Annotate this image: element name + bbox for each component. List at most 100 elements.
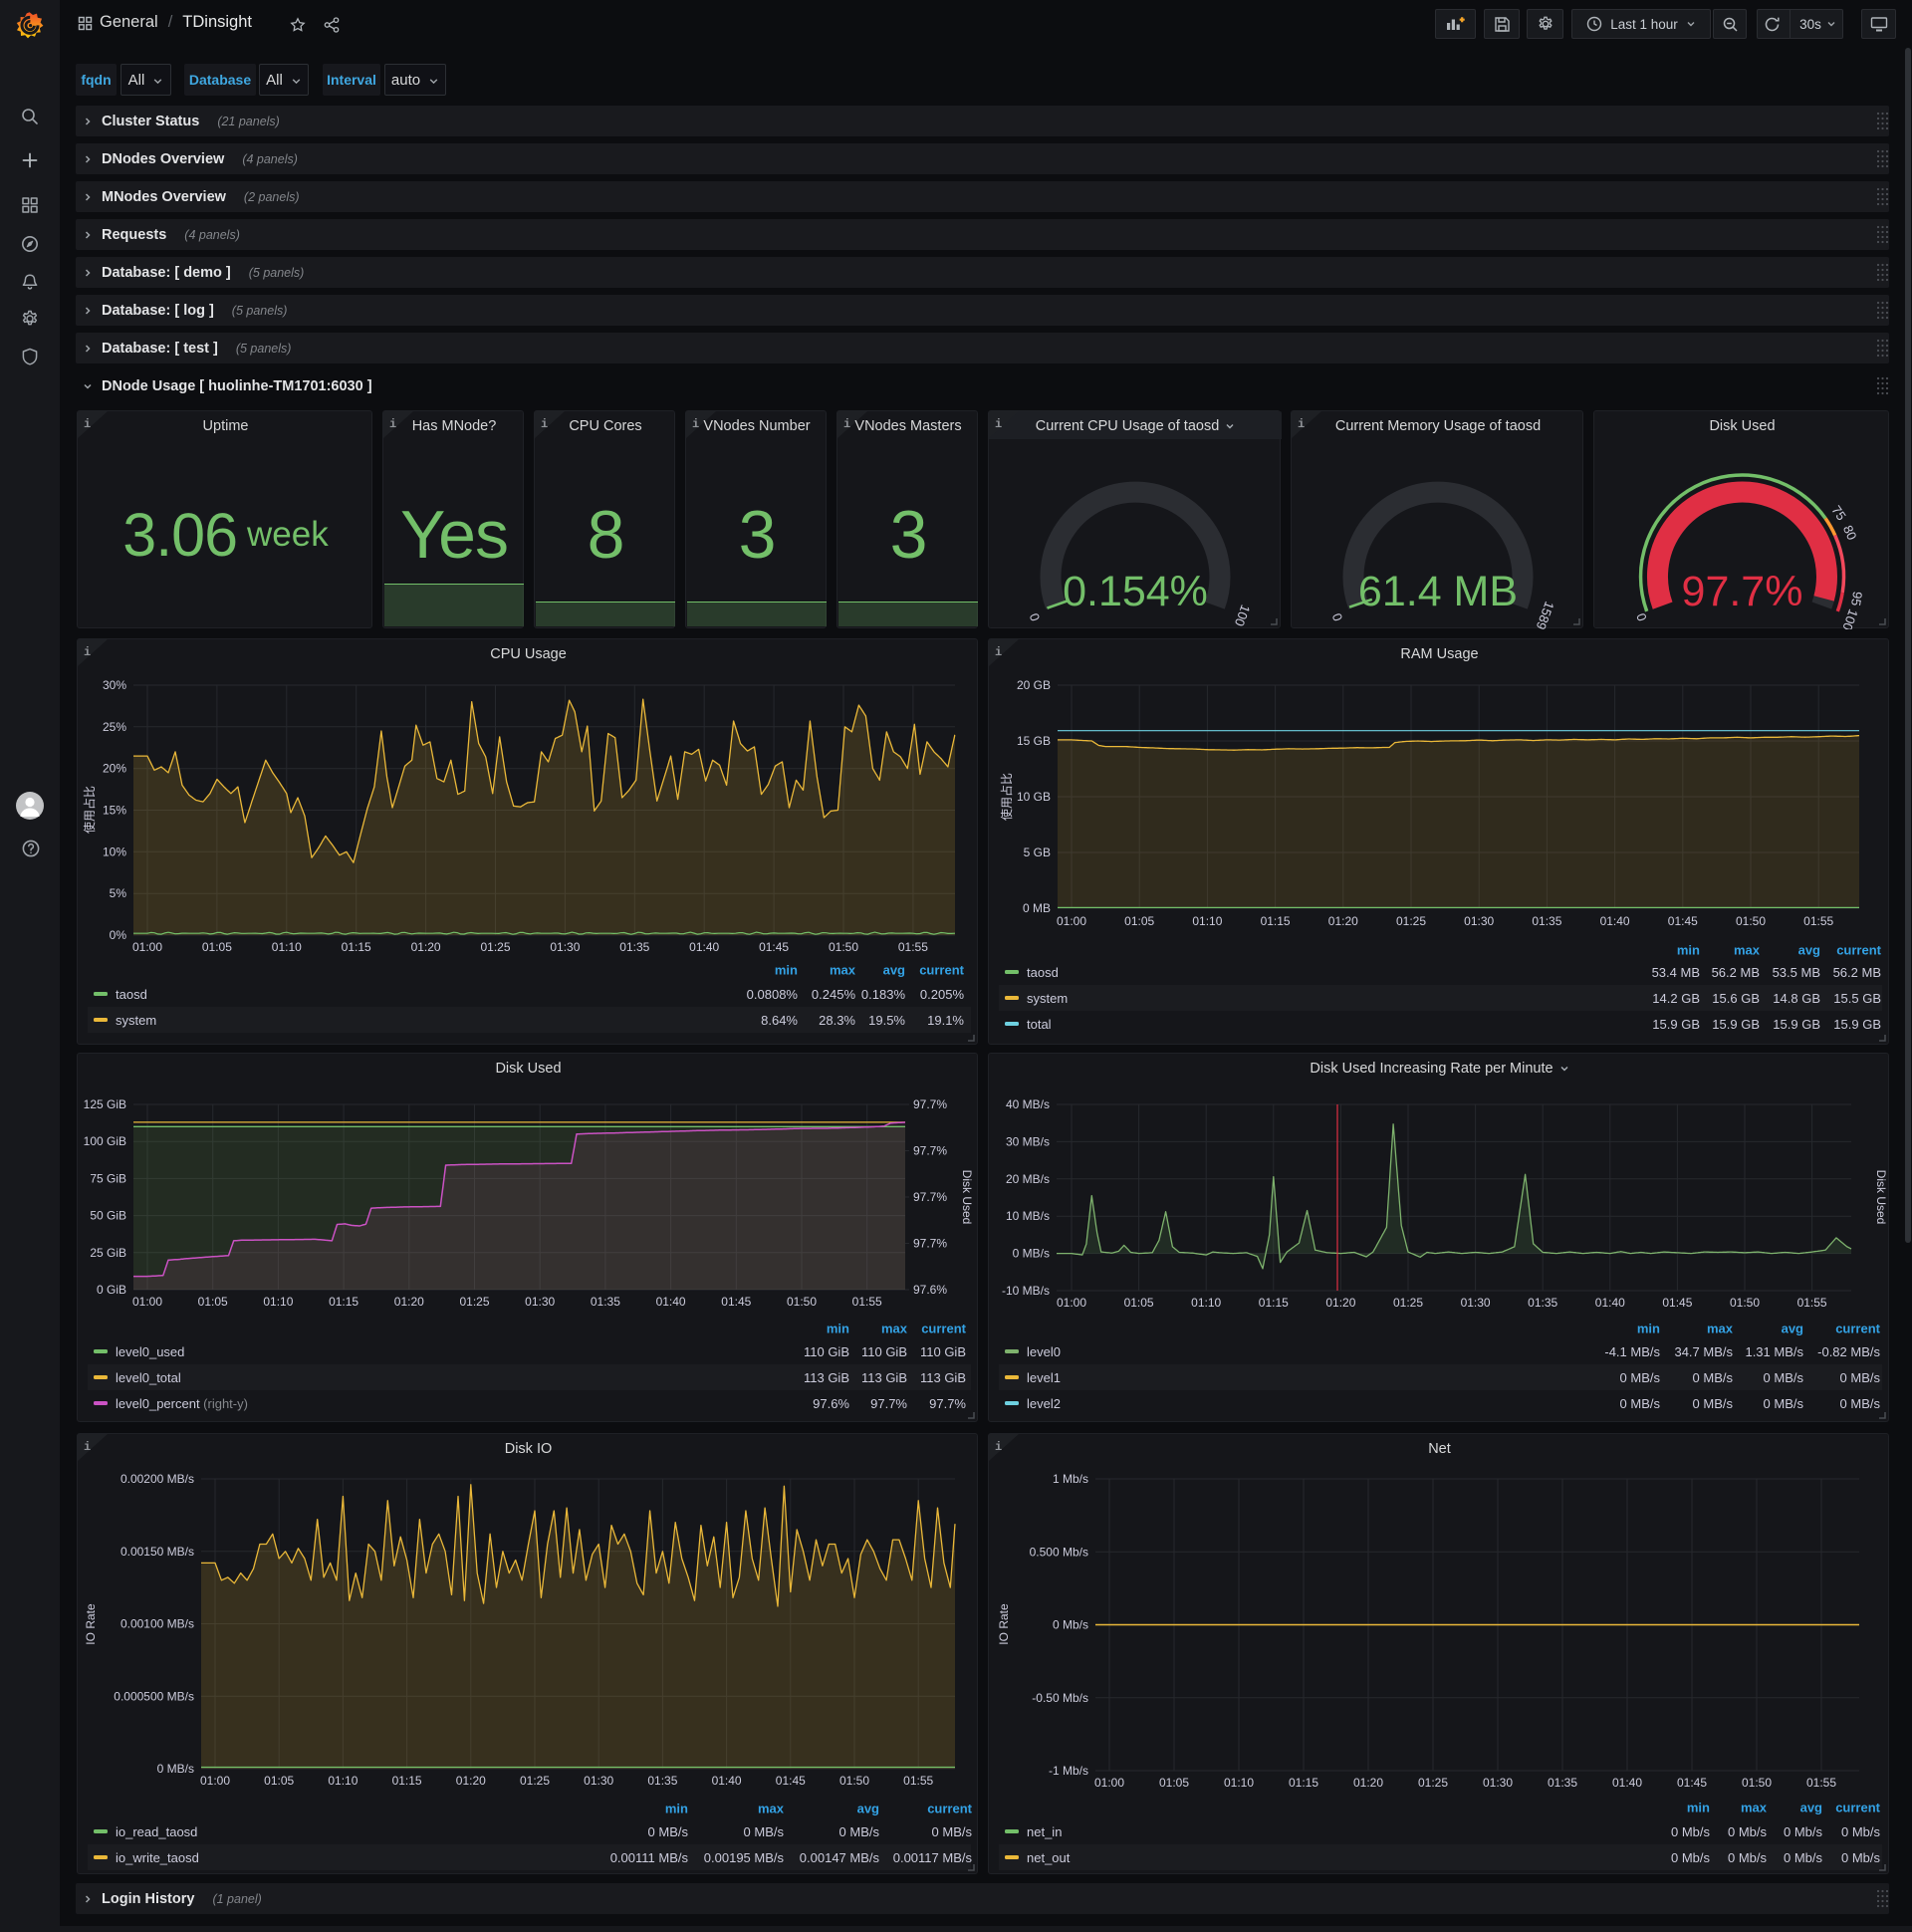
svg-text:0.154%: 0.154% — [1063, 568, 1208, 615]
svg-text:01:20: 01:20 — [394, 1295, 424, 1309]
svg-text:61.4 MB: 61.4 MB — [1358, 568, 1518, 615]
svg-text:avg: avg — [883, 963, 905, 978]
svg-text:100: 100 — [1232, 603, 1254, 628]
svg-text:01:20: 01:20 — [456, 1774, 486, 1788]
svg-text:01:05: 01:05 — [1124, 914, 1154, 928]
svg-text:0.00147 MB/s: 0.00147 MB/s — [800, 1850, 880, 1865]
svg-text:i: i — [1298, 417, 1305, 431]
svg-text:level0: level0 — [1027, 1344, 1061, 1359]
svg-text:min: min — [1687, 1801, 1710, 1815]
svg-text:01:00: 01:00 — [1057, 1296, 1086, 1310]
svg-text:01:50: 01:50 — [1742, 1776, 1772, 1790]
svg-text:01:15: 01:15 — [1289, 1776, 1318, 1790]
svg-text:0 MB/s: 0 MB/s — [932, 1824, 973, 1839]
svg-text:01:35: 01:35 — [1528, 1296, 1557, 1310]
svg-text:io_read_taosd: io_read_taosd — [116, 1824, 197, 1839]
svg-text:53.4 MB: 53.4 MB — [1652, 965, 1700, 980]
svg-text:01:35: 01:35 — [1532, 914, 1561, 928]
svg-text:0%: 0% — [110, 928, 127, 942]
svg-text:01:45: 01:45 — [759, 940, 789, 954]
svg-text:110 GiB: 110 GiB — [804, 1344, 849, 1359]
svg-text:0 MB/s: 0 MB/s — [1764, 1396, 1804, 1411]
svg-text:01:30: 01:30 — [584, 1774, 613, 1788]
svg-text:30%: 30% — [103, 678, 126, 692]
svg-text:97.7%: 97.7% — [1682, 568, 1803, 615]
svg-text:01:10: 01:10 — [1224, 1776, 1254, 1790]
svg-text:14.8 GB: 14.8 GB — [1773, 991, 1820, 1006]
svg-text:使用占比: 使用占比 — [82, 786, 97, 834]
svg-text:0 MB/s: 0 MB/s — [648, 1824, 689, 1839]
svg-text:01:40: 01:40 — [1612, 1776, 1642, 1790]
svg-text:01:10: 01:10 — [272, 940, 302, 954]
svg-text:75: 75 — [1828, 503, 1849, 523]
svg-text:01:00: 01:00 — [200, 1774, 230, 1788]
svg-text:01:20: 01:20 — [1325, 1296, 1355, 1310]
svg-text:使用占比: 使用占比 — [999, 773, 1014, 821]
svg-text:avg: avg — [1798, 943, 1820, 958]
svg-text:i: i — [389, 417, 396, 431]
svg-text:0 MB/s: 0 MB/s — [1013, 1247, 1050, 1261]
svg-text:0.245%: 0.245% — [812, 987, 856, 1002]
svg-text:15.9 GB: 15.9 GB — [1712, 1017, 1760, 1032]
svg-text:0.000500 MB/s: 0.000500 MB/s — [114, 1689, 194, 1703]
svg-text:0.00111 MB/s: 0.00111 MB/s — [610, 1850, 689, 1865]
svg-text:01:30: 01:30 — [1461, 1296, 1491, 1310]
svg-text:0 MB/s: 0 MB/s — [744, 1824, 785, 1839]
svg-text:min: min — [1677, 943, 1700, 958]
svg-text:0 Mb/s: 0 Mb/s — [1728, 1850, 1768, 1865]
svg-text:total: total — [1027, 1017, 1052, 1032]
svg-text:01:40: 01:40 — [689, 940, 719, 954]
svg-text:15%: 15% — [103, 804, 126, 818]
svg-text:01:40: 01:40 — [1595, 1296, 1625, 1310]
svg-text:min: min — [1637, 1322, 1660, 1336]
svg-text:01:00: 01:00 — [1094, 1776, 1124, 1790]
svg-text:0 MB/s: 0 MB/s — [1764, 1370, 1804, 1385]
svg-text:53.5 MB: 53.5 MB — [1773, 965, 1820, 980]
svg-text:01:25: 01:25 — [1418, 1776, 1448, 1790]
svg-text:-4.1 MB/s: -4.1 MB/s — [1604, 1344, 1660, 1359]
svg-text:-0.50 Mb/s: -0.50 Mb/s — [1032, 1691, 1088, 1705]
svg-text:97.7%: 97.7% — [929, 1396, 966, 1411]
svg-text:0 MB/s: 0 MB/s — [1840, 1396, 1881, 1411]
svg-text:0 GiB: 0 GiB — [97, 1283, 126, 1297]
svg-text:0 Mb/s: 0 Mb/s — [1841, 1850, 1881, 1865]
svg-text:max: max — [830, 963, 856, 978]
svg-text:01:50: 01:50 — [1736, 914, 1766, 928]
svg-text:01:05: 01:05 — [264, 1774, 294, 1788]
svg-text:01:50: 01:50 — [829, 940, 858, 954]
svg-text:01:30: 01:30 — [525, 1295, 555, 1309]
svg-text:15 GB: 15 GB — [1017, 734, 1051, 748]
svg-text:i: i — [84, 645, 91, 659]
svg-text:io_write_taosd: io_write_taosd — [116, 1850, 199, 1865]
svg-text:current: current — [1835, 1801, 1880, 1815]
svg-text:min: min — [665, 1802, 688, 1816]
svg-text:0.205%: 0.205% — [920, 987, 965, 1002]
svg-text:net_out: net_out — [1027, 1850, 1071, 1865]
svg-text:8.64%: 8.64% — [761, 1013, 798, 1028]
svg-text:14.2 GB: 14.2 GB — [1652, 991, 1700, 1006]
svg-text:80: 80 — [1840, 523, 1860, 542]
svg-text:20 MB/s: 20 MB/s — [1006, 1172, 1050, 1186]
svg-text:5 GB: 5 GB — [1024, 845, 1051, 859]
svg-text:system: system — [116, 1013, 156, 1028]
svg-text:01:05: 01:05 — [202, 940, 232, 954]
svg-text:01:15: 01:15 — [1261, 914, 1291, 928]
svg-text:10 MB/s: 10 MB/s — [1006, 1209, 1050, 1223]
svg-text:01:45: 01:45 — [721, 1295, 751, 1309]
svg-text:25%: 25% — [103, 720, 126, 734]
svg-text:IO Rate: IO Rate — [997, 1603, 1011, 1645]
svg-text:1.31 MB/s: 1.31 MB/s — [1745, 1344, 1803, 1359]
svg-text:net_in: net_in — [1027, 1824, 1062, 1839]
svg-text:97.7%: 97.7% — [870, 1396, 907, 1411]
svg-text:5%: 5% — [110, 886, 127, 900]
svg-text:-10 MB/s: -10 MB/s — [1002, 1284, 1050, 1298]
svg-text:0 Mb/s: 0 Mb/s — [1671, 1824, 1711, 1839]
svg-text:level0_total: level0_total — [116, 1370, 181, 1385]
svg-text:01:20: 01:20 — [1353, 1776, 1383, 1790]
svg-text:i: i — [541, 417, 548, 431]
svg-text:0 Mb/s: 0 Mb/s — [1784, 1824, 1823, 1839]
svg-text:56.2 MB: 56.2 MB — [1712, 965, 1760, 980]
svg-text:01:20: 01:20 — [1328, 914, 1358, 928]
svg-text:01:10: 01:10 — [328, 1774, 358, 1788]
svg-text:110 GiB: 110 GiB — [920, 1344, 966, 1359]
